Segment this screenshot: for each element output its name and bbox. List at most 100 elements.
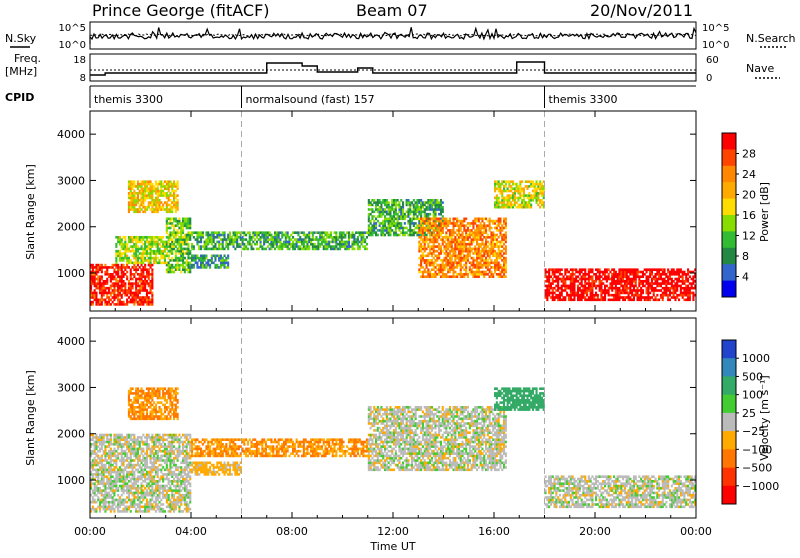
heatmap-cell [637, 289, 639, 292]
heatmap-cell [343, 241, 345, 244]
heatmap-cell [398, 215, 400, 218]
heatmap-cell [682, 296, 684, 299]
heatmap-cell [103, 508, 105, 511]
heatmap-cell [572, 268, 574, 271]
heatmap-cell [541, 183, 543, 186]
heatmap-cell [418, 248, 420, 251]
heatmap-cell [326, 243, 328, 246]
heatmap-cell [454, 218, 456, 221]
heatmap-cell [653, 268, 655, 271]
heatmap-cell [649, 273, 651, 276]
heatmap-cell [110, 457, 112, 460]
heatmap-cell [494, 255, 496, 258]
heatmap-cell [534, 183, 536, 186]
heatmap-cell [536, 199, 538, 202]
heatmap-cell [436, 234, 438, 237]
heatmap-cell [166, 264, 168, 267]
heatmap-cell [317, 245, 319, 248]
heatmap-cell [395, 218, 397, 221]
heatmap-cell [389, 227, 391, 230]
heatmap-cell [263, 231, 265, 234]
heatmap-cell [364, 231, 366, 234]
heatmap-cell [130, 510, 132, 513]
heatmap-cell [243, 245, 245, 248]
heatmap-cell [366, 236, 368, 239]
heatmap-cell [462, 245, 464, 248]
heatmap-cell [175, 224, 177, 227]
heatmap-cell [142, 206, 144, 209]
heatmap-cell [554, 273, 556, 276]
heatmap-cell [222, 264, 224, 267]
heatmap-cell [454, 262, 456, 265]
heatmap-cell [490, 241, 492, 244]
heatmap-cell [498, 201, 500, 204]
heatmap-cell [546, 278, 548, 281]
heatmap-cell [438, 271, 440, 274]
heatmap-cell [503, 259, 505, 262]
heatmap-cell [573, 289, 575, 292]
heatmap-cell [153, 208, 155, 211]
heatmap-cell [472, 266, 474, 269]
heatmap-cell [299, 231, 301, 234]
heatmap-cell [166, 204, 168, 207]
heatmap-cell [207, 238, 209, 241]
heatmap-cell [546, 285, 548, 288]
heatmap-cell [653, 282, 655, 285]
heatmap-cell [128, 250, 130, 253]
heatmap-cell [438, 257, 440, 260]
heatmap-cell [503, 275, 505, 278]
heatmap-cell [496, 262, 498, 265]
heatmap-cell [132, 473, 134, 476]
heatmap-cell [128, 180, 130, 183]
heatmap-cell [344, 248, 346, 251]
heatmap-cell [153, 238, 155, 241]
heatmap-cell [508, 190, 510, 193]
heatmap-cell [224, 236, 226, 239]
heatmap-cell [480, 222, 482, 225]
heatmap-cell [570, 299, 572, 302]
heatmap-cell [169, 271, 171, 274]
heatmap-cell [507, 194, 509, 197]
heatmap-cell [222, 231, 224, 234]
heatmap-cell [144, 301, 146, 304]
nsky-trace [90, 27, 696, 44]
heatmap-cell [489, 268, 491, 271]
heatmap-cell [656, 278, 658, 281]
heatmap-cell [682, 292, 684, 295]
heatmap-cell [139, 280, 141, 283]
heatmap-cell [651, 282, 653, 285]
heatmap-cell [361, 238, 363, 241]
heatmap-cell [420, 211, 422, 214]
heatmap-cell [274, 234, 276, 237]
heatmap-cell [128, 296, 130, 299]
heatmap-cell [442, 236, 444, 239]
heatmap-cell [325, 248, 327, 251]
heatmap-cell [418, 222, 420, 225]
heatmap-cell [169, 259, 171, 262]
heatmap-cell [505, 220, 507, 223]
heatmap-cell [429, 275, 431, 278]
heatmap-cell [505, 238, 507, 241]
heatmap-cell [449, 234, 451, 237]
heatmap-cell [402, 213, 404, 216]
heatmap-cell [297, 234, 299, 237]
heatmap-cell [155, 236, 157, 239]
heatmap-cell [485, 257, 487, 260]
heatmap-cell [640, 275, 642, 278]
heatmap-cell [92, 264, 94, 267]
heatmap-cell [180, 234, 182, 237]
heatmap-cell [682, 287, 684, 290]
heatmap-cell [496, 252, 498, 255]
heatmap-cell [415, 208, 417, 211]
heatmap-cell [123, 450, 125, 453]
heatmap-cell [310, 243, 312, 246]
heatmap-cell [460, 262, 462, 265]
heatmap-cell [216, 241, 218, 244]
heatmap-cell [359, 245, 361, 248]
heatmap-cell [303, 238, 305, 241]
heatmap-cell [655, 268, 657, 271]
heatmap-cell [110, 434, 112, 437]
heatmap-cell [200, 255, 202, 258]
heatmap-cell [182, 268, 184, 271]
heatmap-cell [200, 264, 202, 267]
